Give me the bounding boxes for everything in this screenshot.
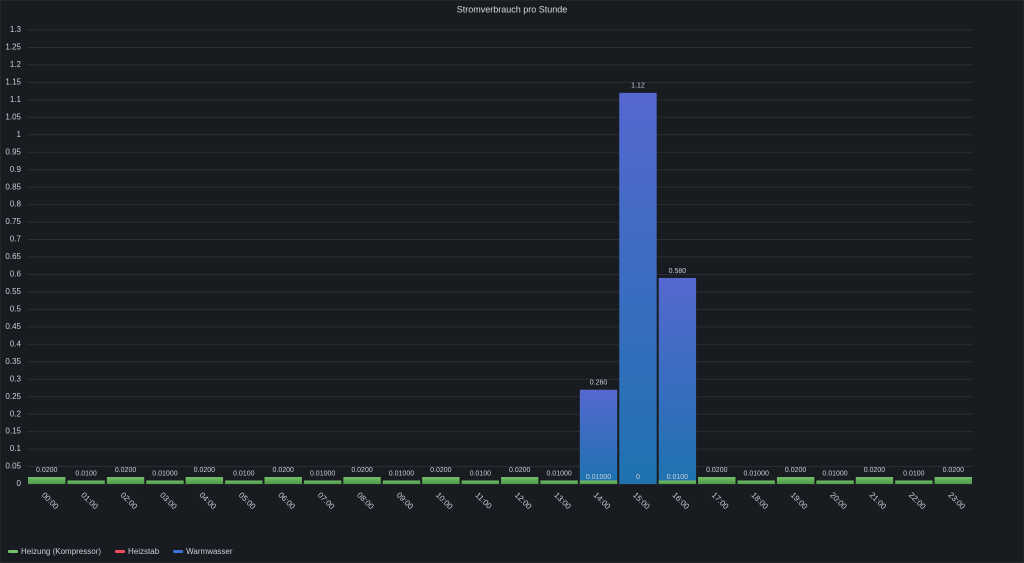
value-label: 0.0200 (509, 467, 531, 474)
value-label: 0 (636, 474, 640, 481)
bar (658, 277, 697, 481)
y-tick-label: 0.3 (10, 374, 22, 383)
bar (146, 480, 184, 484)
legend-label: Warmwasser (186, 547, 233, 556)
y-tick-label: 0.35 (5, 357, 21, 366)
value-label: 0.0100 (903, 470, 925, 477)
y-tick-label: 0.4 (10, 339, 22, 348)
y-tick-label: 0.6 (10, 270, 22, 279)
y-tick-label: 0.2 (10, 409, 22, 418)
value-label: 0.0200 (864, 467, 886, 474)
value-label: 0.260 (590, 380, 608, 387)
bar (579, 480, 618, 484)
y-tick-label: 1.15 (5, 77, 21, 86)
bar (855, 477, 894, 484)
y-tick-label: 0.25 (5, 392, 21, 401)
value-label: 0.01000 (310, 470, 335, 477)
value-label: 0.0100 (233, 470, 255, 477)
bar (540, 480, 578, 484)
value-label: 0.01000 (744, 470, 769, 477)
y-tick-label: 0.55 (5, 287, 21, 296)
legend-label: Heizung (Kompressor) (21, 547, 101, 556)
y-tick-label: 0.5 (10, 304, 22, 313)
bar (816, 480, 854, 484)
value-label: 0.01000 (546, 470, 571, 477)
y-tick-label: 1.25 (5, 43, 21, 52)
value-label: 0.0100 (667, 474, 689, 481)
bar (225, 480, 263, 484)
y-tick-label: 1.05 (5, 112, 21, 121)
legend-label: Heizstab (128, 547, 160, 556)
y-tick-label: 0.75 (5, 217, 21, 226)
legend-swatch (115, 550, 126, 553)
value-label: 0.01000 (152, 470, 177, 477)
value-label: 0.01000 (822, 470, 847, 477)
value-label: 0.0200 (351, 467, 373, 474)
legend-swatch (8, 550, 18, 553)
value-label: 0.0200 (785, 467, 807, 474)
value-label: 0.0100 (470, 470, 492, 477)
bar (343, 477, 381, 484)
value-label: 0.0200 (194, 467, 216, 474)
y-tick-label: 1.1 (10, 95, 22, 104)
bar (185, 477, 224, 484)
bar (895, 480, 933, 484)
y-tick-label: 1.3 (10, 25, 22, 34)
y-tick-label: 0.45 (5, 322, 21, 331)
bar (658, 480, 697, 484)
y-tick-label: 1.2 (10, 60, 22, 69)
bar (303, 480, 342, 484)
y-tick-label: 0.85 (5, 182, 21, 191)
y-tick-label: 1 (17, 130, 22, 139)
bar (619, 92, 657, 484)
value-label: 0.0200 (706, 467, 728, 474)
value-label: 1.12 (631, 83, 645, 90)
bar (501, 477, 539, 484)
bar (422, 477, 460, 484)
bar (28, 477, 66, 484)
y-tick-label: 0.65 (5, 252, 21, 261)
y-tick-label: 0.95 (5, 147, 21, 156)
bar (776, 477, 815, 484)
y-tick-label: 0.7 (10, 235, 22, 244)
bar (264, 477, 302, 484)
value-label: 0.0100 (75, 470, 97, 477)
value-label: 0.0200 (115, 467, 137, 474)
bar (737, 480, 775, 484)
value-label: 0.580 (669, 268, 687, 275)
bar (934, 477, 972, 484)
value-label: 0.0200 (36, 467, 58, 474)
y-tick-label: 0 (17, 479, 22, 488)
bar (67, 480, 105, 484)
bar (461, 480, 499, 484)
value-label: 0.01000 (586, 474, 611, 481)
value-label: 0.0200 (943, 467, 965, 474)
legend-swatch (173, 550, 184, 553)
bar (698, 477, 736, 484)
value-label: 0.0200 (272, 467, 294, 474)
y-tick-label: 0.15 (5, 427, 21, 436)
y-tick-label: 0.1 (10, 444, 22, 453)
y-tick-label: 0.9 (10, 165, 22, 174)
value-label: 0.0200 (430, 467, 452, 474)
bar (382, 480, 421, 484)
y-tick-label: 0.8 (10, 200, 22, 209)
bar (106, 477, 145, 484)
bar (579, 389, 618, 481)
value-label: 0.01000 (389, 470, 414, 477)
chart-title: Stromverbrauch pro Stunde (457, 4, 568, 14)
y-tick-label: 0.05 (5, 462, 21, 471)
